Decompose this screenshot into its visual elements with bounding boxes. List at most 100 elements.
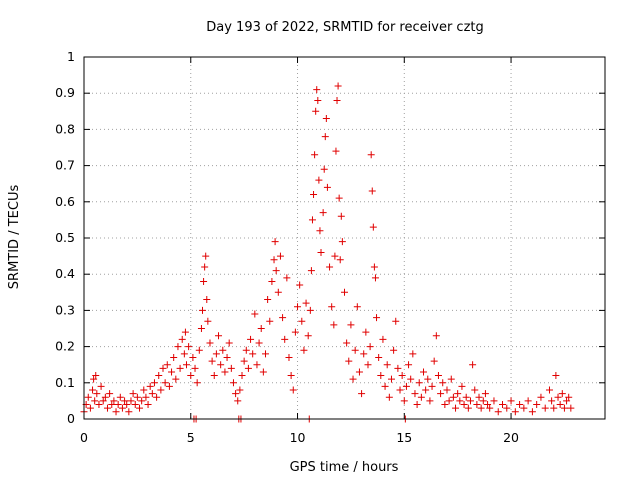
- data-point: [334, 82, 342, 90]
- data-point: [287, 372, 295, 380]
- data-point: [449, 393, 457, 401]
- data-point: [234, 397, 242, 405]
- data-point: [321, 133, 329, 141]
- data-point: [90, 375, 98, 383]
- data-point: [195, 346, 203, 354]
- data-point: [490, 397, 498, 405]
- data-point: [238, 372, 246, 380]
- data-point: [362, 328, 370, 336]
- data-point: [373, 314, 381, 322]
- data-point: [368, 187, 376, 195]
- data-point: [314, 96, 322, 104]
- data-point: [155, 372, 163, 380]
- data-point: [313, 86, 321, 94]
- data-point: [304, 332, 312, 340]
- data-point: [437, 390, 445, 398]
- data-point: [84, 393, 92, 401]
- data-point: [189, 353, 197, 361]
- data-point: [494, 408, 502, 416]
- data-point: [507, 397, 515, 405]
- data-point: [95, 401, 103, 409]
- data-point: [133, 393, 141, 401]
- data-point: [443, 386, 451, 394]
- y-tick-label: 0.6: [55, 194, 75, 209]
- data-point: [426, 397, 434, 405]
- data-point: [312, 107, 320, 115]
- data-point: [328, 303, 336, 311]
- data-point: [422, 386, 430, 394]
- data-point: [159, 364, 167, 372]
- data-point: [203, 296, 211, 304]
- data-point: [161, 379, 169, 387]
- data-point: [353, 303, 361, 311]
- data-point: [296, 281, 304, 289]
- x-tick-label: 10: [290, 430, 306, 445]
- data-point: [310, 191, 318, 199]
- data-point: [511, 408, 519, 416]
- data-point: [417, 393, 425, 401]
- data-point: [466, 397, 474, 405]
- data-point: [210, 372, 218, 380]
- y-tick-label: 0.3: [55, 302, 75, 317]
- data-point: [307, 267, 315, 275]
- data-point: [285, 353, 293, 361]
- data-point: [101, 393, 109, 401]
- data-point: [479, 397, 487, 405]
- data-point: [360, 350, 368, 358]
- y-tick-label: 0: [67, 411, 75, 426]
- data-point: [392, 317, 400, 325]
- data-point: [390, 346, 398, 354]
- data-point: [322, 115, 330, 123]
- data-point: [97, 382, 105, 390]
- data-point: [181, 328, 189, 336]
- data-point: [193, 379, 201, 387]
- data-point: [308, 216, 316, 224]
- data-point: [253, 361, 261, 369]
- data-point: [202, 252, 210, 260]
- data-point: [413, 401, 421, 409]
- data-point: [178, 335, 186, 343]
- data-point: [176, 364, 184, 372]
- data-point: [567, 404, 575, 412]
- x-tick-label: 0: [80, 430, 88, 445]
- data-point: [240, 357, 248, 365]
- data-point: [142, 393, 150, 401]
- data-point: [257, 325, 265, 332]
- data-point: [268, 277, 276, 285]
- data-point: [377, 372, 385, 380]
- data-point: [441, 401, 449, 409]
- data-point: [370, 263, 378, 271]
- data-point: [484, 401, 492, 409]
- data-point: [462, 393, 470, 401]
- data-point: [409, 350, 417, 358]
- data-point: [232, 390, 240, 398]
- data-point: [454, 390, 462, 398]
- data-point: [129, 390, 137, 398]
- data-point: [153, 393, 161, 401]
- data-point: [200, 277, 208, 285]
- data-point: [471, 386, 479, 394]
- data-point: [123, 401, 131, 409]
- data-point: [364, 361, 372, 369]
- data-point: [157, 386, 165, 394]
- data-point: [452, 404, 460, 412]
- data-point: [369, 223, 377, 231]
- grid: [84, 57, 605, 419]
- data-point: [271, 238, 279, 246]
- data-point: [560, 404, 568, 412]
- data-point: [114, 401, 122, 409]
- data-point: [556, 401, 564, 409]
- data-point: [341, 288, 348, 296]
- data-point: [320, 165, 328, 173]
- data-point: [375, 353, 383, 361]
- data-point: [125, 408, 133, 416]
- data-point: [456, 397, 464, 405]
- data-point: [289, 386, 297, 394]
- data-point: [430, 357, 438, 365]
- data-point: [332, 147, 340, 155]
- data-point: [206, 339, 214, 347]
- data-point: [402, 382, 410, 390]
- data-point: [174, 343, 182, 351]
